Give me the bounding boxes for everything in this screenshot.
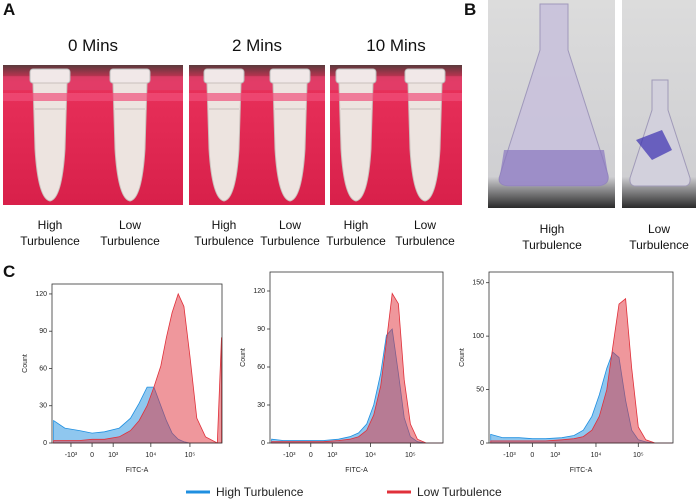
x-tick-label: 10⁵ — [185, 452, 196, 459]
legend-label: High Turbulence — [216, 485, 304, 499]
y-tick-label: 30 — [257, 402, 265, 409]
x-tick-label: 10⁵ — [405, 452, 416, 459]
y-tick-label: 0 — [261, 440, 265, 447]
x-axis-label: FITC-A — [345, 467, 368, 474]
y-tick-label: 100 — [472, 333, 484, 340]
tube-label: Low Turbulence — [260, 218, 320, 248]
y-tick-label: 60 — [257, 364, 265, 371]
y-tick-label: 30 — [39, 403, 47, 410]
photo — [189, 65, 325, 205]
y-axis-label: Count — [240, 348, 247, 367]
x-tick-label: 0 — [530, 452, 534, 459]
tube-label: High Turbulence — [326, 218, 386, 248]
x-tick-label: -10³ — [503, 452, 516, 459]
plot-frame — [488, 271, 674, 444]
panel-letter: C — [3, 262, 16, 281]
tube-label: High Turbulence — [194, 218, 254, 248]
panel-letter: A — [3, 0, 16, 19]
tube-label: High Turbulence — [20, 218, 80, 248]
y-tick-label: 90 — [39, 328, 47, 335]
histogram-area — [53, 292, 222, 444]
y-axis-label: Count — [459, 348, 466, 367]
photo — [3, 65, 183, 205]
y-tick-label: 0 — [43, 440, 47, 447]
x-axis-label: FITC-A — [570, 467, 593, 474]
x-tick-label: -10³ — [283, 452, 296, 459]
y-tick-label: 120 — [35, 291, 47, 298]
x-tick-label: -10³ — [65, 452, 78, 459]
photo-label: High Turbulence — [522, 222, 582, 252]
photo-label: Low Turbulence — [629, 222, 689, 252]
tube-label: Low Turbulence — [100, 218, 160, 248]
y-tick-label: 60 — [39, 365, 47, 372]
histogram-area — [490, 351, 673, 444]
photo-caption: 0 Mins — [67, 36, 119, 55]
plot-frame — [51, 283, 223, 444]
y-tick-label: 90 — [257, 326, 265, 333]
x-tick-label: 10⁴ — [145, 452, 156, 459]
x-tick-label: 10⁴ — [365, 452, 376, 459]
x-tick-label: 0 — [90, 452, 94, 459]
x-tick-label: 0 — [309, 452, 313, 459]
y-tick-label: 120 — [253, 288, 265, 295]
x-tick-label: 10⁵ — [633, 452, 644, 459]
photo-caption: 2 Mins — [231, 36, 283, 55]
panel-letter: B — [464, 0, 477, 19]
histogram-area — [490, 297, 673, 444]
histogram-area — [271, 328, 443, 444]
y-tick-label: 150 — [472, 280, 484, 287]
photo-caption: 10 Mins — [366, 36, 426, 55]
x-tick-label: 10⁴ — [591, 452, 602, 459]
histogram-area — [271, 292, 443, 444]
x-axis-label: FITC-A — [126, 467, 149, 474]
plot-frame — [269, 271, 444, 444]
photo — [622, 0, 696, 208]
y-tick-label: 50 — [476, 386, 484, 393]
tube-label: Low Turbulence — [395, 218, 455, 248]
y-axis-label: Count — [22, 354, 29, 373]
x-tick-label: 10³ — [327, 452, 338, 459]
x-tick-label: 10³ — [550, 452, 561, 459]
x-tick-label: 10³ — [108, 452, 119, 459]
y-tick-label: 0 — [480, 440, 484, 447]
photo — [488, 0, 615, 208]
legend-label: Low Turbulence — [417, 485, 502, 499]
photo — [330, 65, 462, 205]
